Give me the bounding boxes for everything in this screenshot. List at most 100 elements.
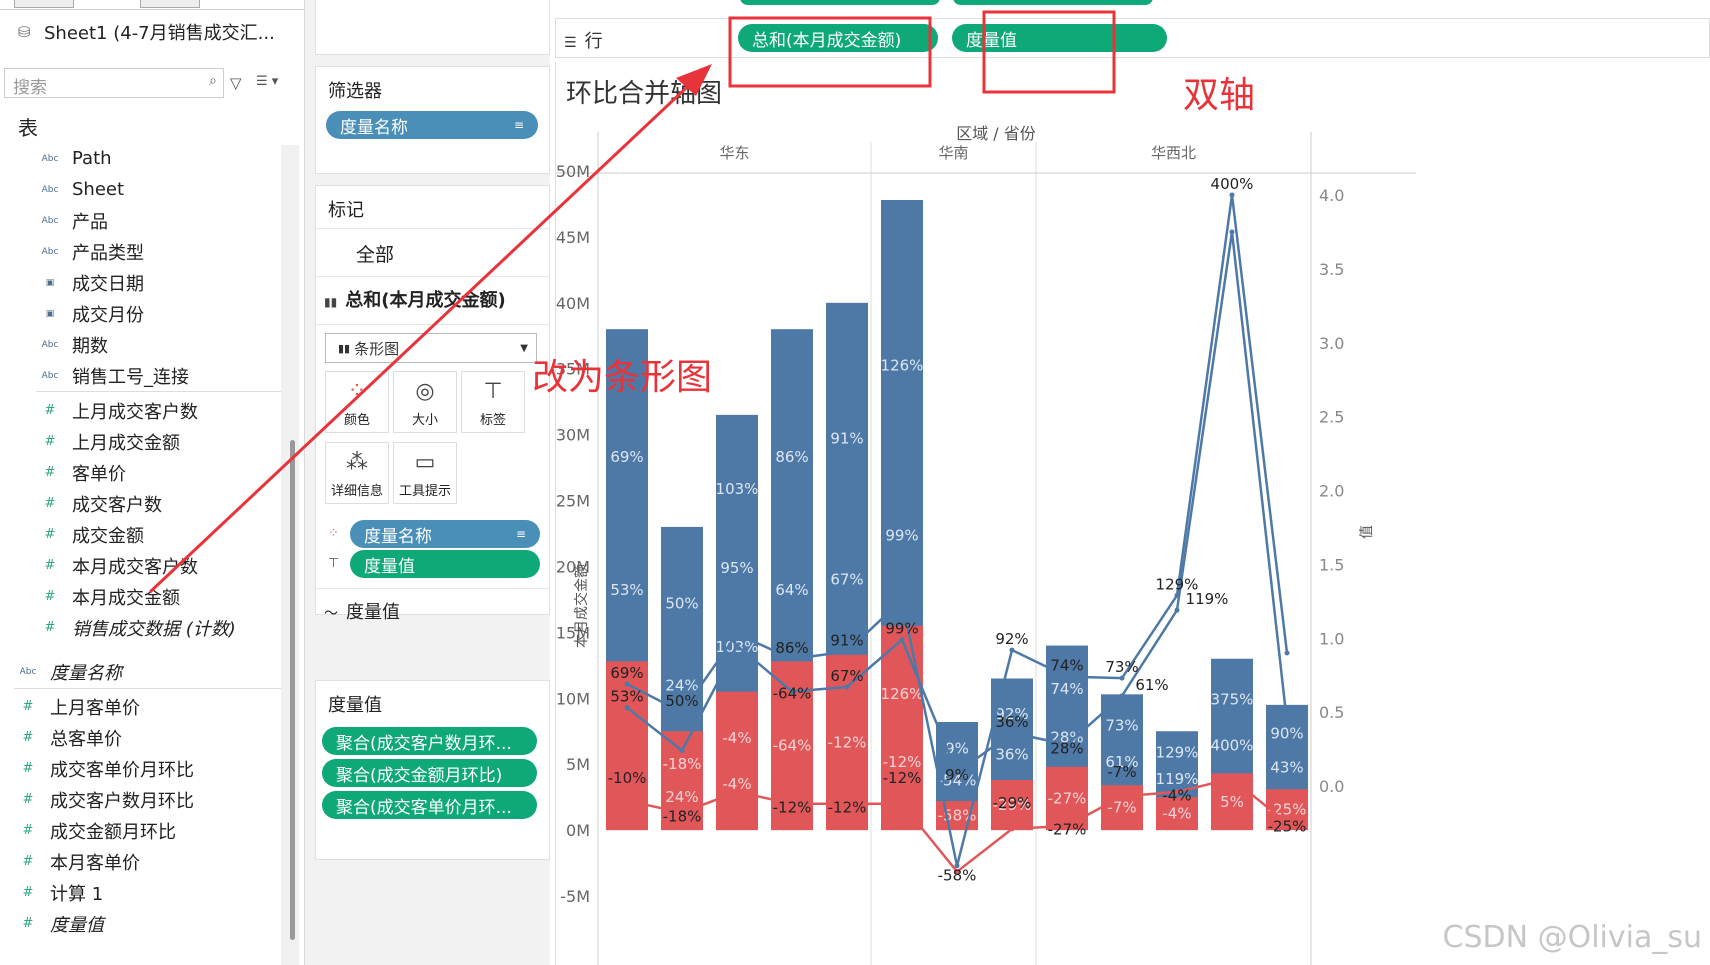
marks-measure-tab[interactable]: ▮▮ 总和(本月成交金额) — [324, 286, 506, 312]
field-item[interactable]: # 本月客单价 — [14, 846, 299, 877]
measure-list: # 上月成交客户数 # 上月成交金额 # 客单价 # 成交客户数 # 成交金额 # 本月成交客户数 # 本… — [36, 395, 321, 643]
field-item[interactable]: # 总客单价 — [14, 722, 299, 753]
bar-data-label: -18% — [663, 755, 702, 773]
y-tick-label: 50M — [556, 162, 590, 181]
series-point — [899, 597, 905, 603]
watermark: CSDN @Olivia_su — [1442, 920, 1702, 955]
bar-red — [826, 654, 868, 831]
line-data-label: 99% — [885, 620, 918, 638]
calc-field-list: # 上月客单价 # 总客单价 # 成交客单价月环比 # 成交客户数月环比 # 成交金额月环比 # 本月… — [14, 691, 299, 939]
field-item[interactable]: # 成交金额月环比 — [14, 815, 299, 846]
mark-type-dropdown[interactable]: ▮▮ 条形图 ▼ — [325, 333, 537, 363]
columns-pill[interactable] — [740, 0, 940, 5]
line-data-label: 86% — [775, 639, 808, 657]
datasource-name: Sheet1 (4-7月销售成交汇... — [44, 23, 275, 44]
field-item[interactable]: Abc 产品 — [36, 205, 321, 236]
rows-label-text: 行 — [584, 31, 603, 52]
field-item[interactable]: Abc 产品类型 — [36, 236, 321, 267]
search-icon[interactable]: ⌕ — [209, 73, 217, 89]
field-item[interactable]: # 成交客户数 — [36, 488, 321, 519]
measure-type-icon: # — [22, 823, 34, 838]
field-item[interactable]: # 本月成交金额 — [36, 581, 321, 612]
marks-pill-measure-values[interactable]: 度量值 — [350, 550, 540, 578]
field-item[interactable]: # 销售成交数据 (计数) — [36, 612, 321, 643]
series-point — [1284, 820, 1290, 826]
field-label: 计算 1 — [50, 883, 104, 905]
pill-label: 聚合(成交客户数月环... — [336, 733, 512, 754]
marks-all-tab[interactable]: 全部 — [356, 244, 395, 266]
series-point — [954, 869, 960, 875]
field-label: 销售成交数据 (计数) — [72, 618, 236, 640]
region-label: 华南 — [938, 144, 968, 162]
line-data-label: -7% — [1107, 763, 1136, 781]
bar-data-label: 61% — [1105, 753, 1138, 771]
label-button[interactable]: ⊤ 标签 — [461, 371, 525, 433]
measure-values-title: 度量值 — [328, 695, 382, 716]
line-data-label: 74% — [1050, 657, 1083, 675]
pill-label: 度量值 — [966, 30, 1017, 51]
field-item[interactable]: # 计算 1 — [14, 877, 299, 908]
field-item[interactable]: # 成交金额 — [36, 519, 321, 550]
color-button[interactable]: ⁘ 颜色 — [325, 371, 389, 433]
bar-data-label: 67% — [830, 570, 863, 588]
field-label: 上月成交金额 — [72, 432, 180, 454]
field-item[interactable]: Abc Sheet — [36, 174, 321, 205]
field-item[interactable]: ▣ 成交日期 — [36, 267, 321, 298]
tab-analysis[interactable] — [140, 0, 200, 8]
tooltip-button[interactable]: ▭ 工具提示 — [393, 442, 457, 504]
bar-data-label: -54% — [938, 771, 977, 789]
field-item[interactable]: # 成交客单价月环比 — [14, 753, 299, 784]
field-item[interactable]: # 上月成交客户数 — [36, 395, 321, 426]
line-chart-icon: 〜 — [324, 606, 338, 622]
field-label: 成交客户数 — [72, 494, 162, 516]
tab-data[interactable] — [14, 0, 74, 8]
field-item[interactable]: ▣ 成交月份 — [36, 298, 321, 329]
field-item[interactable]: # 度量值 — [14, 908, 299, 939]
data-pane: ⛁ Sheet1 (4-7月销售成交汇... 搜索 ⌕ ▽ ☰ ▾ 表 Abc P… — [0, 0, 305, 965]
view-list-icon[interactable]: ☰ ▾ — [256, 74, 279, 89]
field-measure-names[interactable]: Abc 度量名称 — [14, 656, 122, 687]
measure-type-icon: # — [22, 730, 34, 745]
pill-label: 度量名称 — [340, 117, 408, 138]
field-item[interactable]: Abc Path — [36, 143, 321, 174]
field-item[interactable]: # 客单价 — [36, 457, 321, 488]
string-type-icon: Abc — [41, 246, 59, 257]
measure-value-pill-3[interactable]: 聚合(成交客单价月环... — [322, 791, 537, 819]
line-data-label: 129% — [1156, 575, 1199, 593]
bar-data-label: -12% — [828, 733, 867, 751]
bar-red — [716, 691, 758, 831]
string-type-icon: Abc — [41, 153, 59, 164]
measure-value-pill-2[interactable]: 聚合(成交金额月环比) — [322, 759, 537, 787]
rows-pill-sum-amount[interactable]: 总和(本月成交金额) — [738, 24, 938, 52]
scrollbar-thumb[interactable] — [290, 440, 295, 940]
field-item[interactable]: # 上月客单价 — [14, 691, 299, 722]
measure-values-card: 度量值 聚合(成交客户数月环... 聚合(成交金额月环比) 聚合(成交客单价月环… — [315, 680, 550, 860]
series-point — [679, 748, 685, 754]
columns-pill[interactable] — [953, 0, 1153, 5]
datasource-row[interactable]: ⛁ Sheet1 (4-7月销售成交汇... — [18, 20, 275, 44]
filter-pill-measure-names[interactable]: 度量名称 ≡ — [326, 111, 538, 139]
annotation-change-to-bar: 改为条形图 — [532, 357, 713, 398]
divider — [36, 391, 281, 392]
size-button[interactable]: ◎ 大小 — [393, 371, 457, 433]
field-item[interactable]: # 成交客户数月环比 — [14, 784, 299, 815]
rows-pill-measure-values[interactable]: 度量值 — [952, 24, 1167, 52]
y-tick-label: 30M — [556, 426, 590, 445]
bar-data-label: 92% — [995, 705, 1028, 723]
field-item[interactable]: Abc 期数 — [36, 329, 321, 360]
marks-measure-values-tab[interactable]: 〜度量值 — [324, 598, 400, 624]
field-label: Sheet — [72, 179, 125, 200]
field-item[interactable]: # 上月成交金额 — [36, 426, 321, 457]
line-data-label: 119% — [1186, 590, 1229, 608]
search-input[interactable]: 搜索 ⌕ — [4, 68, 224, 98]
field-label: 上月客单价 — [50, 697, 140, 719]
field-item[interactable]: # 本月成交客户数 — [36, 550, 321, 581]
filter-icon[interactable]: ▽ — [230, 74, 242, 92]
field-item[interactable]: Abc 销售工号_连接 — [36, 360, 321, 391]
marks-pill-measure-names[interactable]: 度量名称 ≡ — [350, 520, 540, 548]
field-label: 成交月份 — [72, 304, 144, 326]
series-point — [624, 681, 630, 687]
detail-button[interactable]: ⁂ 详细信息 — [325, 442, 389, 504]
measure-value-pill-1[interactable]: 聚合(成交客户数月环... — [322, 727, 537, 755]
